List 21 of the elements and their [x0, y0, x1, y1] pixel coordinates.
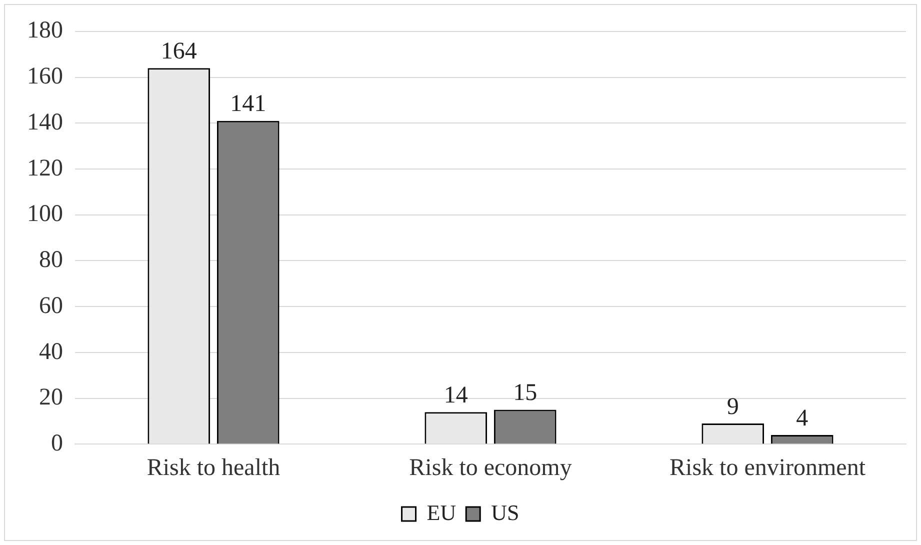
x-tick-label: Risk to health	[146, 454, 280, 481]
y-tick-label: 80	[39, 247, 63, 274]
y-tick-label: 140	[27, 109, 63, 136]
data-label: 9	[726, 394, 739, 420]
y-tick-label: 180	[27, 18, 63, 44]
y-tick-label: 100	[27, 201, 63, 228]
x-tick-label: Risk to economy	[409, 454, 572, 481]
y-tick-label: 120	[27, 155, 63, 182]
data-label: 4	[796, 405, 808, 432]
data-label: 141	[230, 91, 266, 118]
data-label: 14	[444, 382, 468, 408]
y-tick-label: 60	[39, 292, 63, 319]
data-label: 164	[160, 38, 197, 64]
y-tick-label: 160	[27, 64, 63, 90]
data-label: 15	[513, 380, 538, 406]
y-tick-label: 0	[51, 430, 63, 456]
legend-label: EU	[426, 500, 456, 525]
y-tick-label: 40	[39, 338, 63, 365]
x-tick-label: Risk to environment	[670, 454, 866, 481]
y-tick-label: 20	[39, 384, 63, 411]
legend-label: US	[491, 500, 520, 525]
